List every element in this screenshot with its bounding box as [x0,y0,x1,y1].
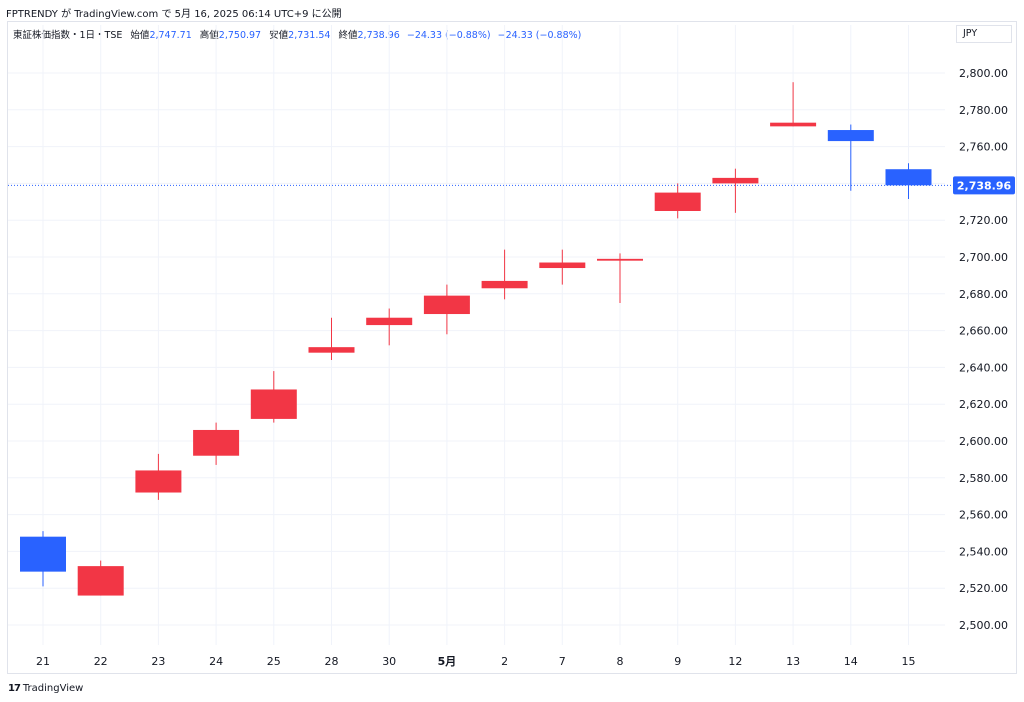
open-value: 2,747.71 [149,30,192,41]
tradingview-logo-icon: 17 [8,683,21,694]
candle-body [712,177,759,184]
candle-body [366,317,413,326]
high-label: 高値 [199,30,219,41]
candle-body [654,192,701,211]
y-tick-label: 2,540.00 [959,545,1008,558]
candles [20,82,932,596]
y-tick-label: 2,700.00 [959,251,1008,264]
x-tick-label: 9 [674,655,681,668]
candle-body [597,258,643,261]
change-value: −24.33 (−0.88%) [406,30,491,41]
chart-frame [7,21,1017,674]
x-tick-label: 30 [382,655,396,668]
last-price-label: 2,738.96 [957,179,1012,192]
x-tick-label: 7 [559,655,566,668]
x-tick-label: 5月 [438,655,457,668]
candle-body [827,130,874,142]
publish-header: FPTRENDY が TradingView.com で 5月 16, 2025… [6,9,342,20]
candle-body [885,169,932,186]
change-percent-value: −24.33 (−0.88%) [497,30,582,41]
candle-body [481,280,528,289]
candle-body [20,536,66,572]
x-tick-label: 22 [94,655,108,668]
y-tick-label: 2,600.00 [959,435,1008,448]
candle-body [423,295,470,315]
close-label: 終値 [338,30,358,41]
y-tick-label: 2,560.00 [959,509,1008,522]
open-label: 始値 [130,30,150,41]
last-price-tag [953,176,1015,195]
x-tick-label: 15 [902,655,916,668]
y-tick-label: 2,640.00 [959,361,1008,374]
time-axis: 21 22 23 24 25 28 30 5月 2 7 8 9 12 13 14 15 [36,655,916,668]
symbol-label: 東証株価指数・1日・TSE [13,30,123,41]
last-price-marker: 2,738.96 [8,176,1015,195]
x-tick-label: 23 [151,655,165,668]
candle-body [193,429,240,456]
tradingview-footer[interactable]: 17 TradingView [8,683,83,694]
x-tick-label: 2 [501,655,508,668]
y-tick-label: 2,660.00 [959,325,1008,338]
y-tick-label: 2,800.00 [959,67,1008,80]
y-tick-label: 2,720.00 [959,214,1008,227]
y-tick-label: 2,780.00 [959,104,1008,117]
x-tick-label: 21 [36,655,50,668]
candle-body [770,122,817,127]
tradingview-brand: TradingView [22,683,84,694]
y-tick-label: 2,680.00 [959,288,1008,301]
x-tick-label: 24 [209,655,223,668]
candle-body [308,347,355,353]
y-tick-label: 2,580.00 [959,472,1008,485]
currency-selector[interactable]: JPY [956,25,1012,43]
x-tick-label: 25 [267,655,281,668]
x-tick-label: 13 [786,655,800,668]
ohlc-legend: 東証株価指数・1日・TSE 始値2,747.71 高値2,750.97 安値2,… [13,27,581,41]
x-tick-label: 28 [325,655,339,668]
grid-lines [8,25,945,645]
y-tick-label: 2,760.00 [959,141,1008,154]
x-tick-label: 14 [844,655,858,668]
x-tick-label: 12 [728,655,742,668]
candle-body [539,262,586,269]
high-value: 2,750.97 [218,30,262,41]
x-tick-label: 8 [617,655,624,668]
y-tick-label: 2,500.00 [959,619,1008,632]
candle-body [135,470,182,493]
low-label: 安値 [269,30,289,41]
y-tick-label: 2,520.00 [959,582,1008,595]
candle-body [250,389,297,419]
y-tick-label: 2,620.00 [959,398,1008,411]
low-value: 2,731.54 [288,30,331,41]
candle-body [77,566,124,596]
price-axis: 2,500.00 2,520.00 2,540.00 2,560.00 2,580.00… [959,67,1008,632]
close-value: 2,738.96 [357,30,400,41]
